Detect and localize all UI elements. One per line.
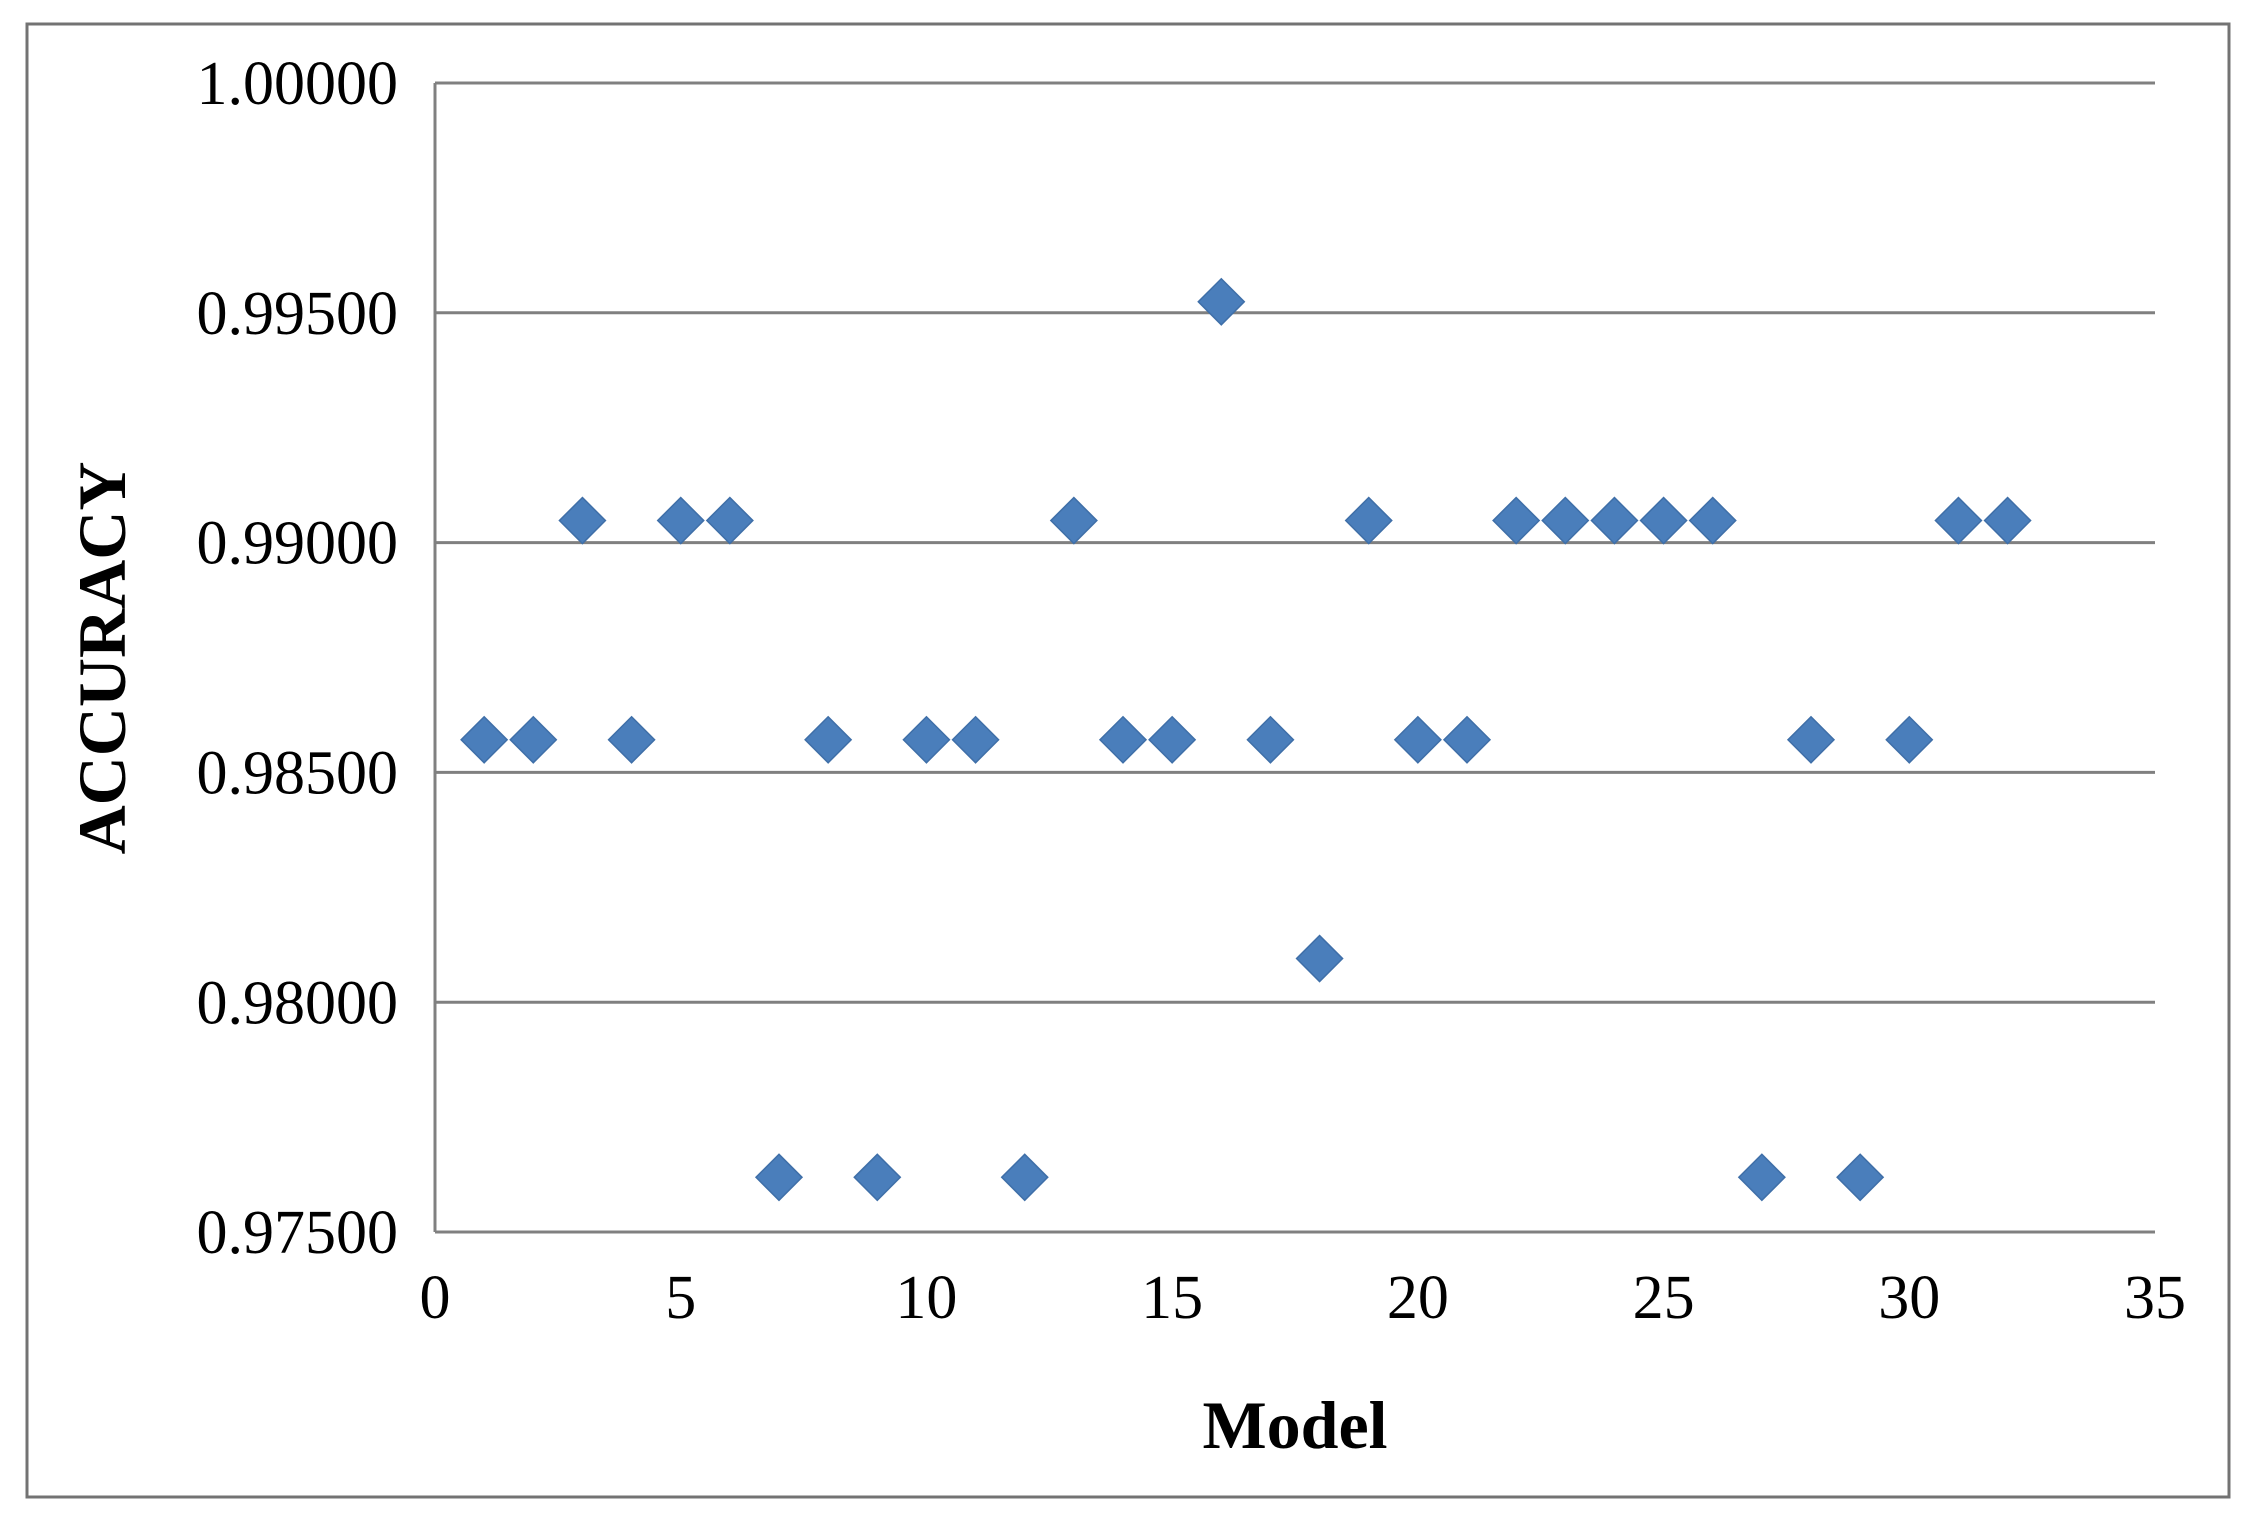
data-point-model-26: [1688, 496, 1737, 545]
data-point-model-20: [1393, 715, 1442, 764]
y-axis-title: ACCURACY: [64, 462, 140, 855]
data-point-model-23: [1541, 496, 1590, 545]
data-point-model-14: [1098, 715, 1148, 764]
data-point-model-32: [1983, 496, 2032, 545]
x-tick-label: 25: [1633, 1264, 1695, 1332]
x-tick-label: 0: [420, 1264, 451, 1332]
data-point-model-25: [1639, 496, 1688, 545]
data-point-model-17: [1246, 715, 1295, 764]
y-tick-label: 0.98500: [197, 739, 399, 807]
x-tick-label: 20: [1387, 1264, 1449, 1332]
data-point-model-8: [804, 715, 853, 764]
y-tick-label: 0.99500: [197, 280, 399, 348]
y-tick-label: 1.00000: [197, 50, 399, 118]
data-point-model-7: [754, 1153, 804, 1202]
data-point-model-9: [853, 1153, 902, 1202]
data-point-model-27: [1737, 1153, 1786, 1202]
data-point-model-11: [951, 715, 1000, 764]
data-point-model-22: [1492, 496, 1541, 545]
data-point-model-16: [1197, 277, 1246, 326]
y-tick-label: 0.99000: [197, 510, 399, 578]
data-point-model-13: [1049, 496, 1098, 545]
data-point-model-5: [656, 496, 705, 545]
data-point-model-21: [1442, 715, 1492, 764]
data-point-model-29: [1836, 1153, 1885, 1202]
figure-border: [25, 22, 2231, 1499]
data-point-model-1: [460, 715, 509, 764]
data-point-model-10: [902, 715, 951, 764]
data-point-model-15: [1148, 715, 1197, 764]
data-point-model-24: [1590, 496, 1639, 545]
data-point-model-18: [1295, 934, 1344, 983]
x-tick-label: 35: [2124, 1264, 2186, 1332]
x-tick-label: 30: [1878, 1264, 1940, 1332]
data-point-model-28: [1786, 715, 1836, 764]
x-axis-title: Model: [1202, 1387, 1387, 1463]
data-point-model-4: [607, 715, 656, 764]
x-tick-label: 10: [895, 1264, 957, 1332]
data-point-model-2: [509, 715, 558, 764]
y-tick-label: 0.97500: [197, 1199, 399, 1267]
x-tick-label: 5: [665, 1264, 696, 1332]
data-point-model-3: [558, 496, 607, 545]
data-point-model-6: [705, 496, 754, 545]
x-tick-label: 15: [1141, 1264, 1203, 1332]
plot-area: 1.00000 0.99500 0.99000 0.98500 0.98000 0.975…: [197, 50, 2187, 1332]
data-point-model-12: [1000, 1153, 1049, 1202]
data-point-model-30: [1885, 715, 1934, 764]
data-point-model-31: [1934, 496, 1983, 545]
y-tick-label: 0.98000: [197, 969, 399, 1037]
data-point-model-19: [1344, 496, 1393, 545]
